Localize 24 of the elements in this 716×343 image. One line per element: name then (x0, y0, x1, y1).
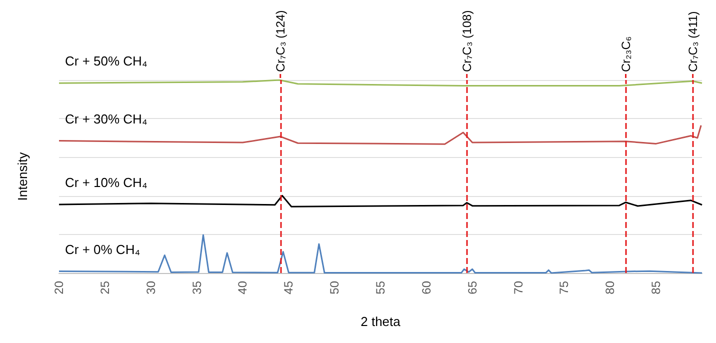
series-label: Cr + 0% CH₄ (65, 242, 140, 257)
x-tick-label: 85 (649, 280, 664, 294)
x-tick-label: 25 (98, 280, 112, 294)
series-label: Cr + 30% CH₄ (65, 111, 148, 126)
x-tick-label: 75 (557, 280, 572, 294)
x-tick-label: 35 (190, 280, 204, 294)
x-tick-label: 40 (236, 280, 250, 294)
y-axis-title: Intensity (15, 152, 30, 201)
x-tick-label: 80 (603, 280, 618, 294)
ref-line-label: Cr₇C₃ (108) (460, 10, 474, 72)
x-tick-label: 65 (465, 280, 480, 294)
ref-line-label: Cr₂₃C₆ (618, 36, 633, 72)
x-tick-label: 30 (144, 280, 158, 294)
x-tick-label: 50 (328, 280, 342, 294)
x-tick-label: 55 (374, 280, 388, 294)
x-tick-label: 20 (52, 280, 66, 294)
x-tick-label: 70 (511, 280, 526, 294)
ref-line-label: Cr₇C₃ (124) (273, 10, 288, 72)
ref-line-label: Cr₇C₃ (411) (686, 11, 700, 72)
x-tick-label: 60 (419, 280, 434, 294)
series-label: Cr + 50% CH₄ (65, 54, 148, 69)
x-axis-title: 2 theta (360, 314, 402, 329)
x-tick-label: 45 (282, 280, 296, 294)
series-label: Cr + 10% CH₄ (65, 174, 148, 190)
